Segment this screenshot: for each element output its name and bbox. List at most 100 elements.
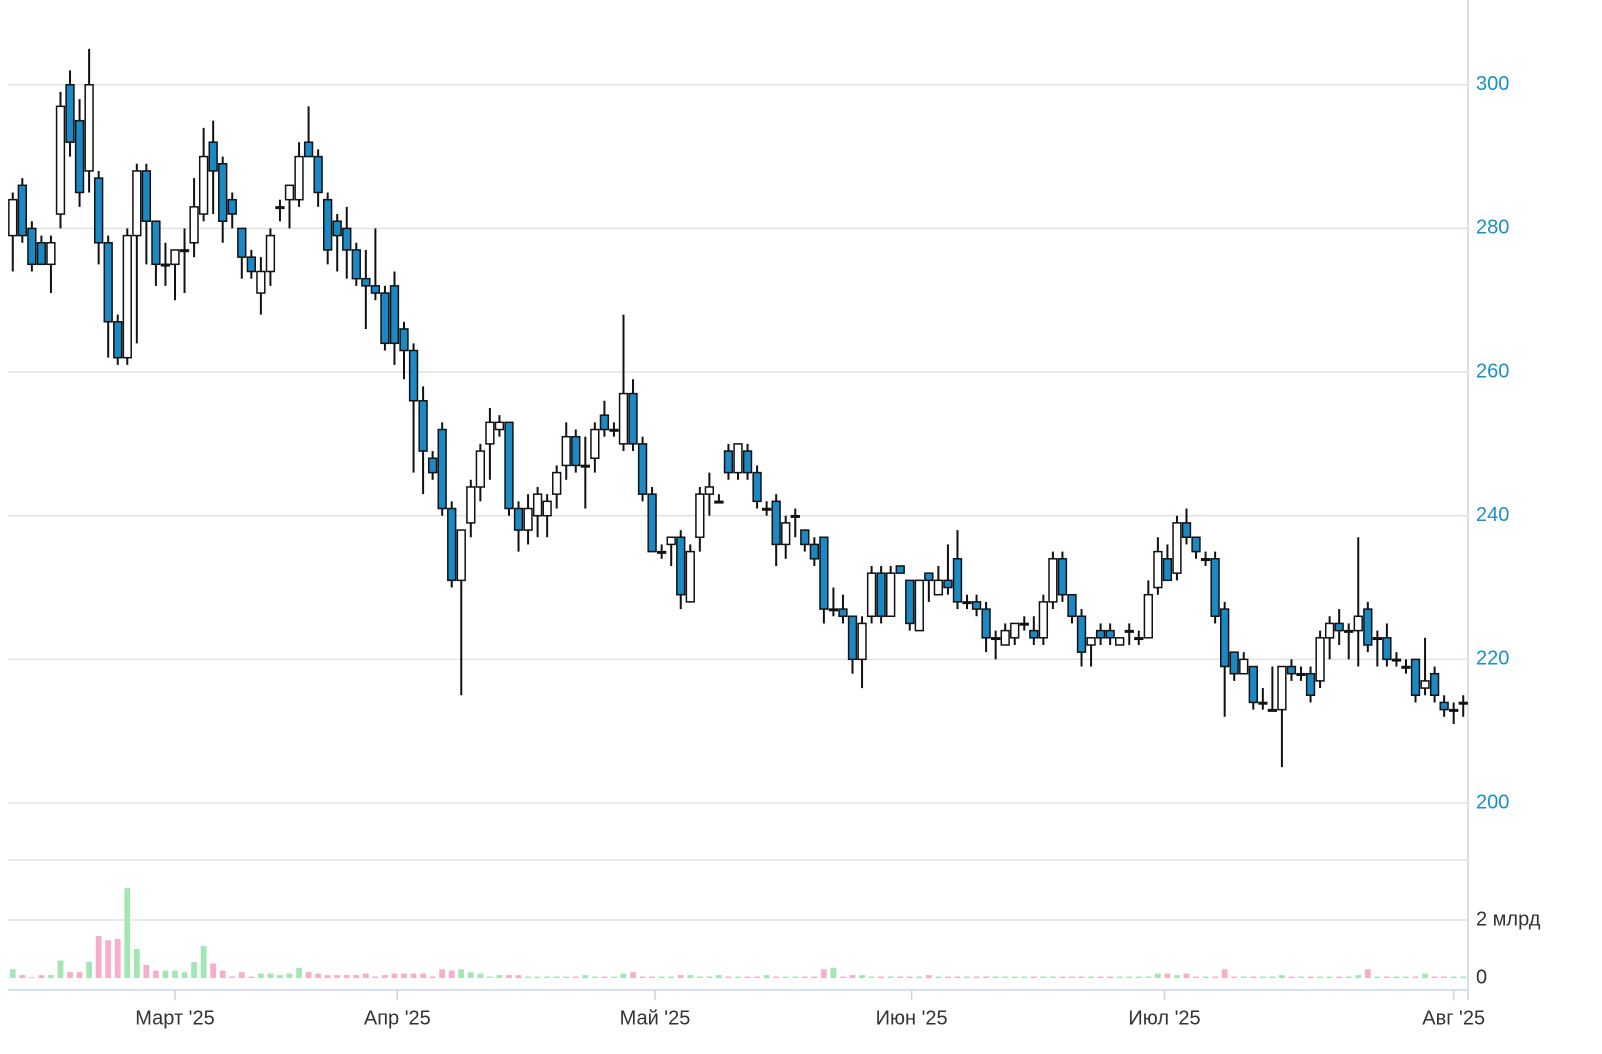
- candle-body: [351, 249, 361, 280]
- candle-body: [1277, 665, 1287, 711]
- volume-bar: [1231, 976, 1238, 978]
- candle-body: [494, 421, 505, 431]
- candle-body: [380, 292, 390, 345]
- y-tick-label: 220: [1476, 648, 1509, 670]
- volume-bar: [1374, 976, 1381, 978]
- candle-body: [628, 392, 638, 445]
- candle-body: [809, 543, 820, 560]
- candle-body: [943, 579, 953, 589]
- volume-bar: [238, 972, 245, 978]
- volume-bar: [534, 976, 541, 978]
- volume-bar: [1460, 976, 1467, 978]
- volume-bar: [1040, 976, 1047, 978]
- candle-body: [370, 285, 381, 294]
- volume-bar: [248, 976, 255, 978]
- volume-bar: [887, 976, 894, 978]
- candle-body: [208, 141, 218, 172]
- volume-bar: [28, 977, 35, 978]
- candle-body: [752, 471, 762, 503]
- candle-body: [666, 536, 676, 546]
- volume-bar: [792, 976, 799, 978]
- volume-bar: [1212, 976, 1219, 978]
- volume-bar: [811, 976, 818, 978]
- volume-bar: [1307, 976, 1314, 978]
- candle-body: [1048, 558, 1058, 603]
- volume-bar: [1097, 976, 1104, 978]
- volume-bar: [1326, 976, 1333, 978]
- candle-body: [714, 500, 724, 504]
- volume-bar: [1021, 976, 1028, 978]
- volume-bar: [57, 960, 64, 978]
- x-tick-label: Июн '25: [876, 1007, 948, 1029]
- candle-body: [618, 392, 629, 445]
- volume-bar: [1279, 975, 1285, 978]
- candle-body: [1095, 629, 1106, 639]
- volume-bar: [315, 973, 322, 978]
- volume-bar: [744, 976, 751, 978]
- candle-body: [1382, 637, 1392, 661]
- volume-bar: [1183, 973, 1190, 978]
- candle-body: [800, 529, 810, 546]
- candle-body: [284, 184, 295, 201]
- candle-body: [513, 507, 524, 531]
- volume-bar: [658, 976, 665, 978]
- x-tick-label: Авг '25: [1422, 1007, 1485, 1029]
- volume-bar: [334, 975, 341, 978]
- candle-body: [1305, 672, 1316, 697]
- candle-body: [303, 141, 314, 158]
- candle-body: [609, 428, 619, 432]
- candle-body: [1191, 536, 1201, 553]
- candle-body: [952, 558, 963, 603]
- candle-body: [1038, 601, 1049, 639]
- candle-body: [580, 464, 590, 468]
- candle-body: [1324, 622, 1335, 639]
- volume-bar: [1422, 973, 1428, 978]
- volume-bar: [210, 963, 217, 978]
- volume-bar: [1336, 976, 1343, 978]
- candle-body: [275, 206, 285, 210]
- volume-bar: [630, 972, 636, 978]
- candle-body: [981, 608, 991, 639]
- candle-body: [1076, 615, 1087, 653]
- candle-body: [1181, 522, 1192, 538]
- candle-body: [886, 572, 896, 618]
- volume-bar: [1202, 976, 1209, 978]
- volume-bar: [696, 976, 703, 978]
- volume-bar: [143, 964, 150, 978]
- candle-body: [132, 170, 142, 237]
- volume-bar: [515, 975, 522, 978]
- volume-bar: [1431, 976, 1438, 978]
- candle-body: [84, 84, 94, 172]
- volume-bar: [1174, 975, 1180, 978]
- volume-bar: [706, 976, 713, 978]
- candle-body: [1315, 637, 1325, 682]
- volume-bar: [1221, 969, 1228, 978]
- candle-body: [847, 615, 858, 661]
- candle-body: [122, 234, 132, 359]
- candle-body: [36, 242, 47, 266]
- candle-body: [427, 457, 438, 474]
- candle-body: [1449, 708, 1459, 712]
- x-tick-label: Апр '25: [364, 1007, 431, 1029]
- candle-body: [828, 608, 839, 612]
- volume-bar: [906, 976, 913, 978]
- candle-body: [761, 507, 772, 511]
- candle-body: [294, 155, 304, 201]
- y-tick-label: 260: [1476, 360, 1509, 382]
- candle-body: [198, 155, 209, 215]
- candle-body: [399, 328, 409, 352]
- volume-bar: [267, 973, 274, 978]
- candle-body: [1391, 658, 1402, 662]
- volume-bar: [448, 970, 455, 978]
- candle-body: [914, 579, 924, 632]
- candle-body: [342, 227, 352, 251]
- candle-body: [170, 249, 180, 266]
- volume-bar: [601, 976, 608, 978]
- volume-bar: [1164, 973, 1171, 978]
- candle-body: [65, 84, 75, 143]
- volume-bar: [391, 973, 398, 978]
- candle-body: [1344, 629, 1354, 633]
- candle-body: [1296, 672, 1306, 676]
- volume-bar: [1441, 976, 1448, 978]
- volume-bar: [1069, 976, 1075, 978]
